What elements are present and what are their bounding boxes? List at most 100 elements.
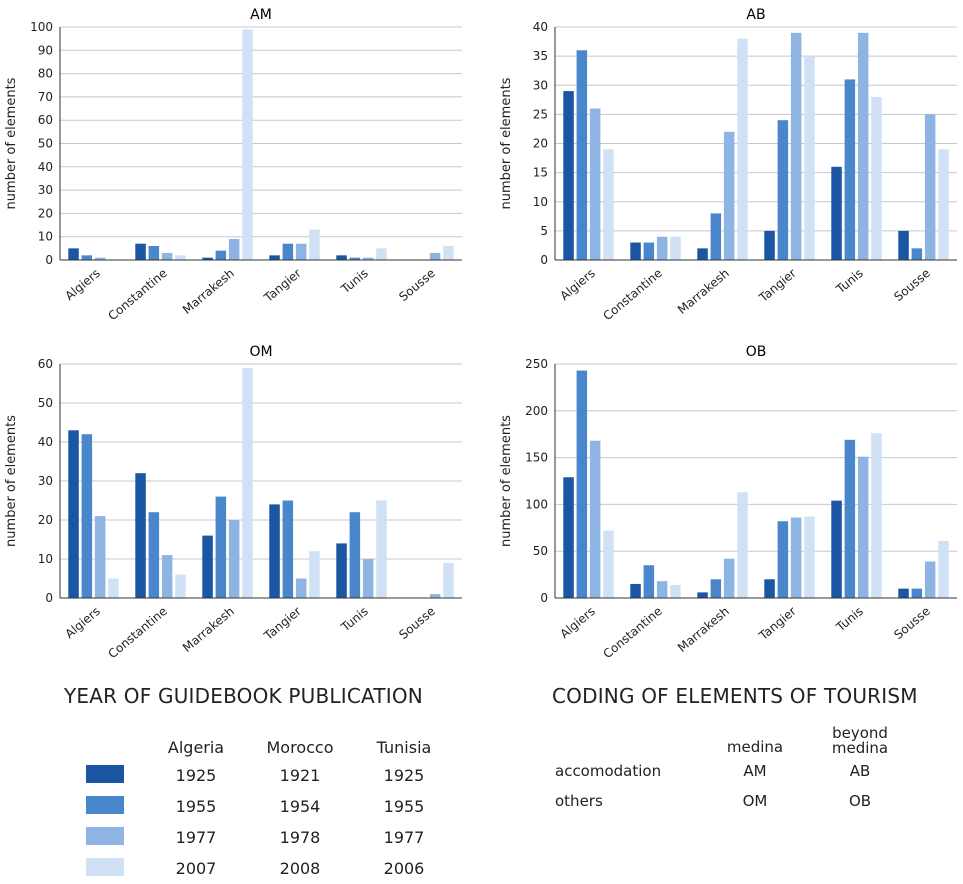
x-tick-label: Marrakesh <box>180 604 237 655</box>
chart-title: OB <box>746 344 767 360</box>
legend-year: 1955 <box>175 797 217 816</box>
y-tick-label: 60 <box>38 357 53 371</box>
coding-col-beyond-line2: medina <box>831 739 889 757</box>
coding-col-medina: medina <box>726 738 784 756</box>
x-tick-label: Constantine <box>600 266 664 323</box>
bar-constantine-3 <box>161 253 173 260</box>
bar-tangier-3 <box>790 517 802 598</box>
y-tick-label: 20 <box>533 137 548 151</box>
bar-algiers-3 <box>94 516 106 598</box>
bar-tangier-4 <box>804 56 815 260</box>
y-tick-label: 30 <box>533 78 548 92</box>
bar-marrakesh-4 <box>242 367 253 598</box>
x-tick-label: Tangier <box>261 604 304 643</box>
legend-year: 2007 <box>175 859 217 878</box>
legend-year: 1954 <box>279 797 321 816</box>
y-tick-label: 10 <box>38 230 53 244</box>
coding-code: OM <box>742 792 768 810</box>
bar-tunis-3 <box>857 456 869 598</box>
legend-corner <box>66 734 144 760</box>
y-axis-label: number of elements <box>499 77 514 209</box>
bar-marrakesh-2 <box>215 496 227 598</box>
x-tick-label: Algiers <box>557 266 597 303</box>
chart-ab: 0 5 10 15 20 25 30 35 40 Algiers Constantine Marrak… <box>499 7 957 323</box>
bar-sousse-2 <box>911 588 923 598</box>
year-legend-table: Algeria Morocco Tunisia 1925 1921 1925 1… <box>66 734 456 884</box>
bar-algiers-4 <box>108 578 119 598</box>
bar-tangier-3 <box>790 32 802 261</box>
bar-tangier-4 <box>804 516 815 598</box>
bar-sousse-1 <box>898 230 909 260</box>
coding-col-beyond-medina: beyond medina <box>805 712 915 756</box>
bar-tunis-1 <box>831 500 842 598</box>
bar-algiers-3 <box>589 440 601 598</box>
legend-year: 1921 <box>279 766 321 785</box>
bar-tangier-2 <box>777 120 789 260</box>
bar-algiers-1 <box>68 430 79 598</box>
y-axis-label: number of elements <box>4 415 19 547</box>
y-tick-label: 30 <box>38 474 53 488</box>
bar-tangier-1 <box>764 230 775 260</box>
legend-year: 1977 <box>383 828 425 847</box>
chart-title: AM <box>250 7 272 23</box>
x-tick-label: Sousse <box>891 266 933 304</box>
y-tick-label: 35 <box>533 49 548 63</box>
bar-sousse-1 <box>898 588 909 598</box>
legend-year: 1925 <box>383 766 425 785</box>
bar-constantine-2 <box>643 242 655 260</box>
bar-algiers-2 <box>81 434 93 598</box>
bar-constantine-4 <box>175 574 186 598</box>
x-tick-label: Algiers <box>62 604 102 641</box>
bar-algiers-4 <box>603 530 614 598</box>
legend-swatch <box>86 826 124 845</box>
legend-year: 1977 <box>175 828 217 847</box>
bar-sousse-3 <box>924 114 936 260</box>
y-tick-label: 25 <box>533 107 548 121</box>
y-tick-label: 0 <box>540 591 548 605</box>
x-tick-label: Tunis <box>338 266 371 297</box>
bar-constantine-4 <box>175 255 186 260</box>
bar-constantine-4 <box>670 236 681 260</box>
bar-tangier-2 <box>282 500 294 598</box>
legend-col-header: Morocco <box>266 737 334 757</box>
coding-title: CODING OF ELEMENTS OF TOURISM <box>552 684 918 708</box>
y-tick-label: 15 <box>533 166 548 180</box>
bar-marrakesh-1 <box>202 535 213 598</box>
bar-algiers-3 <box>94 257 106 260</box>
bar-marrakesh-3 <box>723 131 735 260</box>
coding-table: medina beyond medina accomodation AM AB … <box>555 712 915 816</box>
y-tick-label: 100 <box>525 497 548 511</box>
x-tick-label: Tangier <box>756 266 799 305</box>
bar-tangier-2 <box>777 521 789 598</box>
bar-marrakesh-4 <box>737 492 748 598</box>
bar-algiers-1 <box>68 248 79 260</box>
bar-marrakesh-2 <box>710 579 722 598</box>
coding-row-label: others <box>555 792 603 810</box>
bar-constantine-2 <box>148 512 160 598</box>
y-tick-label: 10 <box>533 195 548 209</box>
x-tick-label: Tangier <box>756 604 799 643</box>
bar-marrakesh-4 <box>242 29 253 260</box>
bar-tunis-4 <box>871 433 882 598</box>
y-tick-label: 60 <box>38 113 53 127</box>
y-axis-label: number of elements <box>4 77 19 209</box>
bar-sousse-3 <box>924 561 936 598</box>
x-tick-label: Constantine <box>600 604 664 661</box>
bar-sousse-2 <box>911 248 923 260</box>
bar-sousse-4 <box>443 246 454 260</box>
bar-marrakesh-3 <box>723 558 735 598</box>
x-tick-label: Marrakesh <box>675 604 732 655</box>
bar-constantine-2 <box>643 565 655 598</box>
legend-swatch <box>86 857 124 876</box>
bar-tunis-2 <box>844 439 856 598</box>
coding-code: OB <box>848 792 872 810</box>
x-tick-label: Marrakesh <box>180 266 237 317</box>
y-tick-label: 90 <box>38 43 53 57</box>
bar-marrakesh-2 <box>710 213 722 260</box>
x-tick-label: Tangier <box>261 266 304 305</box>
bar-marrakesh-1 <box>697 248 708 260</box>
y-tick-label: 50 <box>533 544 548 558</box>
bar-tunis-3 <box>857 32 869 261</box>
y-tick-label: 0 <box>45 591 53 605</box>
y-tick-label: 70 <box>38 90 53 104</box>
